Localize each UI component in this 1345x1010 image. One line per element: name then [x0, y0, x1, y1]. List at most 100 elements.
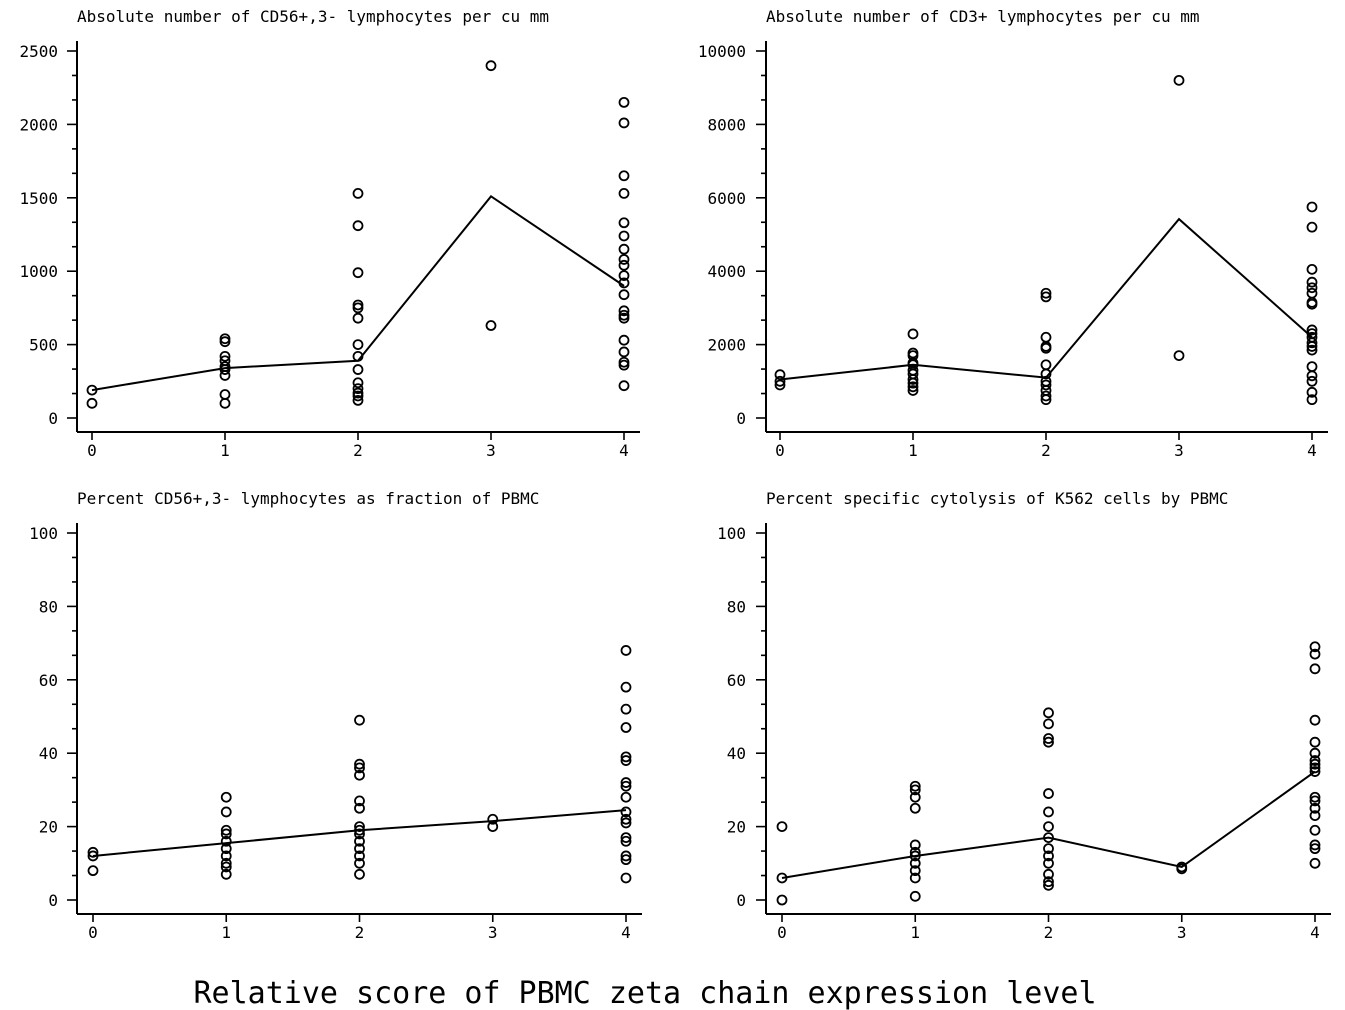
data-point — [220, 843, 232, 855]
data-point — [1043, 788, 1054, 799]
data-point — [909, 791, 921, 803]
y-tick-label: 40 — [39, 744, 58, 763]
mean-trend-line — [92, 809, 627, 857]
x-tick-label: 2 — [355, 923, 365, 942]
data-point — [352, 390, 364, 402]
data-point — [1306, 344, 1318, 356]
mean-trend-line — [781, 770, 1316, 879]
data-point — [909, 865, 921, 877]
data-point — [1309, 758, 1321, 770]
data-point — [487, 821, 499, 832]
data-point — [354, 835, 365, 847]
data-point — [1306, 386, 1318, 398]
data-point — [909, 872, 921, 884]
data-point — [618, 259, 630, 271]
data-point — [220, 824, 232, 836]
data-point — [618, 96, 630, 108]
data-point — [620, 806, 632, 818]
data-point — [620, 703, 632, 715]
y-tick-label: 6000 — [707, 189, 746, 208]
data-point — [1040, 331, 1052, 343]
y-tick-label: 2000 — [707, 336, 746, 355]
data-point — [220, 868, 232, 880]
x-tick-label: 4 — [619, 441, 629, 460]
data-point — [1309, 747, 1321, 759]
data-point — [620, 791, 632, 803]
y-tick-label: 0 — [736, 891, 746, 910]
data-point — [1309, 648, 1321, 660]
x-tick-label: 0 — [775, 441, 785, 460]
y-tick-label: 100 — [29, 524, 58, 543]
data-point — [1306, 221, 1318, 233]
x-tick-label: 0 — [87, 441, 97, 460]
data-point — [776, 821, 788, 832]
panel-k562-cytolysis: Percent specific cytolysis of K562 cells… — [717, 489, 1331, 942]
data-point — [1040, 359, 1052, 371]
data-point — [1309, 641, 1321, 653]
data-point — [1306, 375, 1318, 387]
x-tick-label: 4 — [1307, 441, 1317, 460]
y-tick-label: 20 — [39, 818, 58, 837]
data-point — [618, 346, 630, 358]
data-point — [220, 861, 232, 873]
data-point — [618, 305, 630, 317]
x-tick-label: 3 — [1174, 441, 1184, 460]
data-point — [776, 894, 788, 906]
data-point — [219, 397, 231, 409]
y-tick-label: 100 — [717, 524, 746, 543]
y-tick-label: 40 — [727, 744, 746, 763]
x-tick-label: 4 — [1310, 923, 1320, 942]
data-point — [354, 868, 365, 880]
data-point — [618, 289, 630, 301]
chart-title: Absolute number of CD56+,3- lymphocytes … — [77, 7, 549, 26]
data-point — [1306, 201, 1318, 213]
data-point — [1043, 821, 1054, 832]
data-point — [354, 769, 365, 781]
data-point — [620, 751, 632, 763]
x-tick-label: 1 — [220, 441, 230, 460]
data-point — [86, 397, 98, 409]
data-point — [1043, 850, 1054, 862]
data-point — [1173, 350, 1185, 362]
data-point — [618, 117, 630, 129]
data-point — [352, 220, 364, 232]
data-point — [1309, 755, 1321, 766]
data-point — [620, 832, 632, 844]
data-point — [1043, 736, 1054, 748]
data-point — [1306, 394, 1318, 406]
data-point — [487, 813, 499, 825]
data-point — [774, 375, 786, 387]
data-point — [1309, 766, 1321, 777]
data-point — [907, 328, 919, 340]
data-point — [620, 854, 632, 866]
y-tick-label: 10000 — [698, 42, 746, 61]
data-point — [1306, 263, 1318, 275]
data-point — [618, 187, 630, 199]
data-point — [1043, 733, 1054, 744]
data-point — [1040, 390, 1052, 402]
data-point — [485, 320, 497, 331]
x-tick-label: 0 — [777, 923, 787, 942]
data-point — [1173, 74, 1185, 86]
data-point — [1043, 707, 1054, 719]
data-point — [220, 835, 232, 847]
y-tick-label: 0 — [48, 891, 58, 910]
data-point — [909, 784, 921, 796]
data-point — [1309, 824, 1321, 836]
data-point — [1043, 876, 1054, 888]
panel-cd56-absolute: Absolute number of CD56+,3- lymphocytes … — [19, 7, 640, 460]
data-point — [618, 359, 630, 371]
data-point — [620, 835, 632, 847]
data-point — [1176, 863, 1188, 875]
y-tick-label: 0 — [48, 409, 58, 428]
x-tick-label: 3 — [486, 441, 496, 460]
data-point — [620, 722, 632, 733]
data-point — [1306, 324, 1318, 336]
data-point — [1043, 868, 1054, 880]
y-tick-label: 4000 — [707, 262, 746, 281]
data-point — [352, 339, 364, 351]
data-point — [907, 374, 919, 385]
y-tick-label: 2500 — [19, 42, 58, 61]
y-tick-label: 20 — [727, 818, 746, 837]
data-point — [909, 802, 921, 814]
